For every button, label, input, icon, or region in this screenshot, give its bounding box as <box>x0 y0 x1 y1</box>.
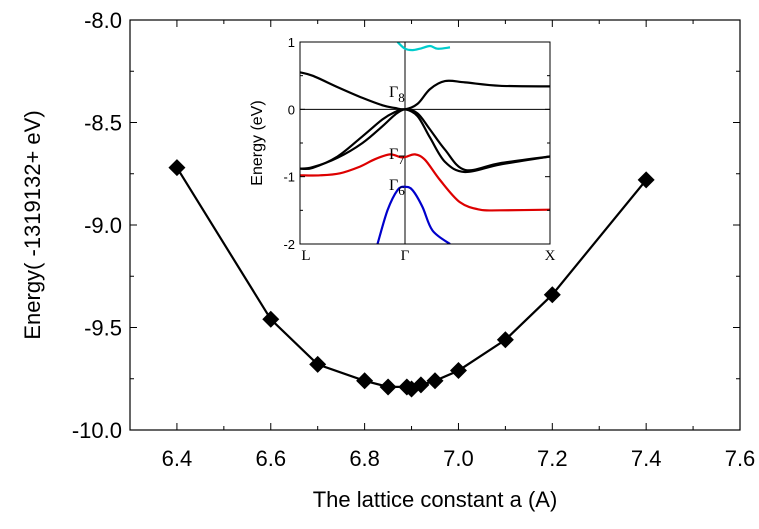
band-line <box>300 153 550 212</box>
data-point-diamond <box>496 331 514 349</box>
inset-kpoint-label: Γ <box>401 248 410 264</box>
data-point-diamond <box>379 378 397 396</box>
y-tick-label: -9.0 <box>84 213 122 238</box>
data-point-diamond <box>426 372 444 390</box>
inset-band-label: Γ8 <box>389 84 405 105</box>
y-tick-label: -10.0 <box>72 418 122 443</box>
data-point-diamond <box>262 310 280 328</box>
inset-y-tick-label: -1 <box>283 170 295 185</box>
x-tick-label: 6.6 <box>255 446 286 471</box>
x-tick-label: 6.8 <box>349 446 380 471</box>
inset-kpoint-label: L <box>301 248 310 264</box>
inset-y-tick-label: 1 <box>288 35 295 50</box>
main-axes: 6.4 6.6 6.8 7.0 7.2 7.4 7.6-8.0-8.5-9.0-9.5-10… <box>20 8 755 512</box>
y-tick-label: -8.0 <box>84 8 122 33</box>
x-tick-label: 7.6 <box>725 446 756 471</box>
inset-y-tick-label: -2 <box>283 237 295 252</box>
data-point-diamond <box>543 286 561 304</box>
data-point-diamond <box>637 171 655 189</box>
inset-y-tick-label: 0 <box>288 102 295 117</box>
x-tick-label: 6.4 <box>162 446 193 471</box>
band-line <box>300 108 550 172</box>
inset-band-label: Γ6 <box>389 177 405 198</box>
y-tick-label: -9.5 <box>84 316 122 341</box>
inset-band-label: Γ7 <box>389 146 405 167</box>
inset-y-axis-title: Energy (eV) <box>249 100 266 185</box>
data-point-diamond <box>168 159 186 177</box>
y-axis-title: Energy( -1319132+ eV) <box>20 110 45 339</box>
band-line <box>376 185 451 244</box>
main-series <box>168 159 655 398</box>
inset-background <box>242 38 564 270</box>
inset-band-structure: 1 0 -1 -2 L Γ X Energy (eV) Γ8 Γ7 Γ6 <box>242 35 564 270</box>
x-tick-label: 7.0 <box>443 446 474 471</box>
data-point-diamond <box>356 372 374 390</box>
y-tick-label: -8.5 <box>84 111 122 136</box>
inset-kpoint-label: X <box>545 248 556 264</box>
x-tick-label: 7.2 <box>537 446 568 471</box>
band-line <box>396 42 451 52</box>
x-axis-title: The lattice constant a (A) <box>313 487 558 512</box>
x-tick-label: 7.4 <box>631 446 662 471</box>
data-point-diamond <box>412 376 430 394</box>
data-point-diamond <box>449 362 467 380</box>
data-point-diamond <box>309 355 327 373</box>
inset-bands <box>300 42 550 244</box>
